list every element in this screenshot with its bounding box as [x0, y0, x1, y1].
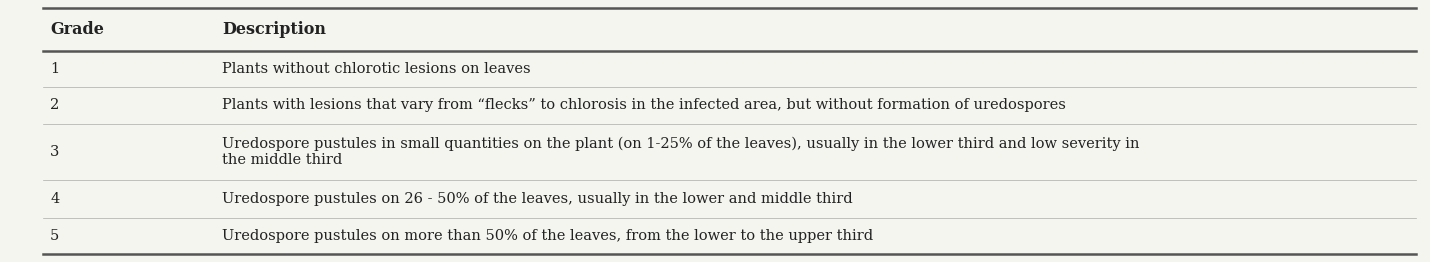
Text: Plants with lesions that vary from “flecks” to chlorosis in the infected area, b: Plants with lesions that vary from “flec… [222, 99, 1065, 112]
Text: Uredospore pustules in small quantities on the plant (on 1-25% of the leaves), u: Uredospore pustules in small quantities … [222, 137, 1140, 167]
Text: 4: 4 [50, 192, 59, 206]
Text: 2: 2 [50, 99, 59, 112]
Text: 5: 5 [50, 229, 59, 243]
Text: 1: 1 [50, 62, 59, 76]
Text: Uredospore pustules on 26 - 50% of the leaves, usually in the lower and middle t: Uredospore pustules on 26 - 50% of the l… [222, 192, 852, 206]
Text: Plants without chlorotic lesions on leaves: Plants without chlorotic lesions on leav… [222, 62, 531, 76]
Text: Description: Description [222, 21, 326, 38]
Text: 3: 3 [50, 145, 60, 159]
Text: Grade: Grade [50, 21, 104, 38]
Text: Uredospore pustules on more than 50% of the leaves, from the lower to the upper : Uredospore pustules on more than 50% of … [222, 229, 874, 243]
